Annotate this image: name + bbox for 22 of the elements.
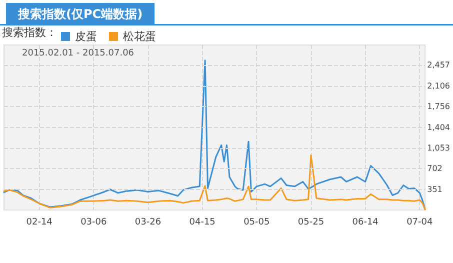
legend-label: 皮蛋: [75, 30, 97, 43]
line-series: [3, 154, 426, 210]
x-tick-label: 03-06: [80, 218, 107, 228]
y-tick-label: 2,106: [427, 81, 450, 90]
y-tick-label: 702: [427, 164, 442, 174]
legend-title: 搜索指数：: [2, 26, 57, 39]
y-tick-label: 1,756: [427, 102, 450, 112]
x-tick-label: 05-25: [298, 218, 324, 228]
x-tick-label: 03-26: [134, 218, 162, 228]
y-tick-label: 2,457: [427, 60, 450, 70]
x-tick-label: 06-14: [352, 218, 379, 228]
x-tick-label: 04-15: [189, 218, 216, 228]
line-series: [3, 60, 426, 210]
y-tick-label: 1,053: [427, 143, 450, 152]
y-tick-label: 351: [427, 184, 442, 194]
legend-label: 松花蛋: [123, 30, 156, 43]
x-tick-label: 07-04: [406, 218, 434, 228]
x-tick-label: 05-05: [244, 218, 270, 228]
chart-title: 搜索指数(仅PC端数据): [17, 7, 143, 21]
y-tick-label: 1,404: [427, 122, 450, 132]
x-tick-label: 02-14: [26, 218, 53, 228]
chart-subtitle: 2015.02.01 - 2015.07.06: [22, 48, 134, 58]
